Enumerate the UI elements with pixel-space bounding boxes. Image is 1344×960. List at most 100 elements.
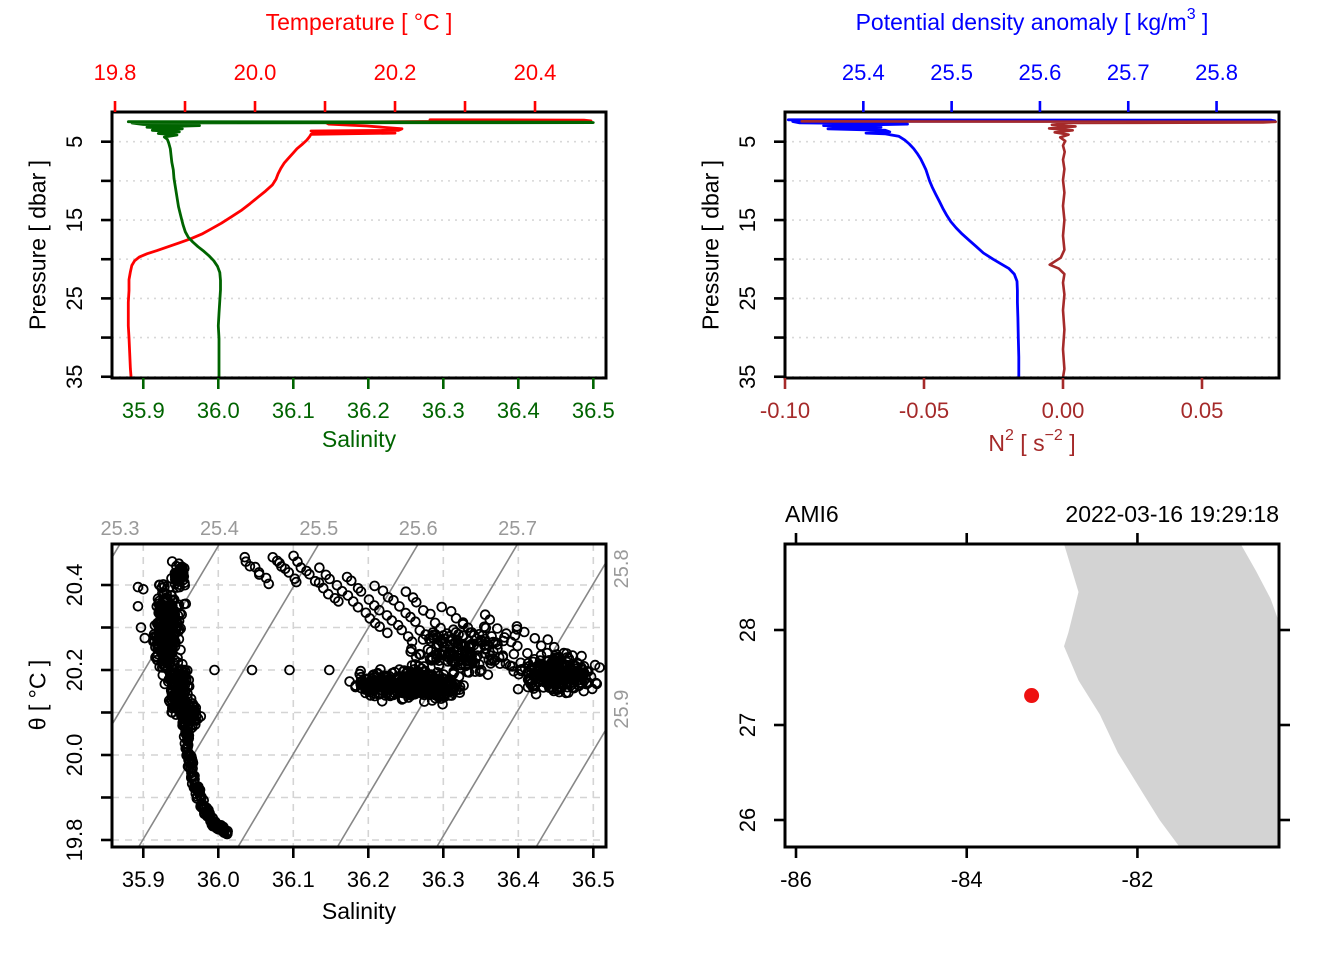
scatter-point [433,660,445,671]
panel-ctd_profiles_temperature_salinity: 19.8 20.0 20.2 20.4 35.9 36.0 36.1 36.2 36.3 36.4… [62,60,615,423]
scatter-point [515,657,526,669]
scatter-point [203,810,215,822]
scatter-point [576,664,588,676]
scatter-point [432,674,444,685]
tick-label: 27 [735,713,760,737]
scatter-point [549,652,561,664]
scatter-point [512,640,523,652]
scatter-point [331,579,343,591]
scatter-point [186,772,197,784]
scatter-point [290,576,302,588]
scatter-point [171,683,182,694]
scatter-point [518,626,530,638]
scatter-point [585,671,597,683]
salinity-axis-title-profile: Salinity [321,426,397,452]
tick-label: 25 [735,286,760,310]
n2-axis-title-sup1: 2 [1005,427,1014,445]
scatter-point [188,770,199,782]
scatter-point [562,687,574,698]
scatter-point [177,717,189,729]
salinity-axis-title-ts: Salinity [321,898,397,924]
scatter-point [132,600,144,612]
tick-label: 36.3 [422,867,465,892]
scatter-point [203,807,215,818]
scatter-point [435,685,446,697]
scatter-point [556,659,568,671]
n2-axis-title-end: ] [1062,430,1076,456]
scatter-point [168,664,180,676]
scatter-point [448,680,459,692]
scatter-point [394,601,405,612]
scatter-point [589,659,601,671]
pressure-axis-title-right: Pressure [ dbar ] [697,159,724,331]
salinity-profile-line [126,120,595,378]
tick-label: 36.4 [497,867,540,892]
tick-label: 19.8 [62,819,87,862]
potential-density-anomaly-profile-line [786,118,1277,378]
scatter-point [165,625,176,637]
pressure-axis-title-left: Pressure [ dbar ] [24,159,51,331]
tick-label: -0.10 [760,398,810,423]
tick-label: 35 [735,365,760,389]
scatter-point [260,572,272,584]
tick-label: 20.4 [514,60,557,85]
scatter-point [435,622,446,634]
isopycnal-line [112,544,221,727]
scatter-point [323,664,335,676]
scatter-point [394,664,405,675]
scatter-point [487,646,499,657]
n2-axis-title-sup2: −2 [1044,427,1063,445]
scatter-point [158,579,169,590]
tick-label: 25.8 [611,549,633,588]
scatter-point [180,598,192,610]
tick-label: 25 [62,286,87,310]
plot-box [110,110,608,380]
plot-box [783,110,1281,380]
scatter-point [161,592,172,603]
map-station-title: AMI6 [785,501,839,527]
scatter-point [135,622,147,633]
scatter-point [436,601,448,613]
n2-axis-title: N2 [ s−2 ] [785,428,1279,456]
density-axis-title-text: Potential density anomaly [ kg/m [855,9,1187,35]
scatter-point [522,674,534,685]
tick-label: 20.4 [62,564,87,607]
scatter-point [368,672,380,683]
scatter-point [361,673,373,685]
tick-label: -0.05 [899,398,949,423]
scatter-point [382,591,394,603]
density-axis-title: Potential density anomaly [ kg/m3 ] [785,7,1279,35]
scatter-point [185,750,197,762]
tick-label: 35.9 [122,867,165,892]
scatter-point [132,581,144,593]
scatter-point [535,640,547,652]
scatter-point [400,586,412,597]
scatter-point [170,636,181,648]
scatter-point [177,713,189,725]
scatter-point [522,647,533,659]
scatter-point [246,664,258,676]
tick-label: 0.05 [1181,398,1224,423]
scatter-point [153,618,164,629]
scatter-point [374,688,386,699]
theta-axis-title: θ [ °C ] [24,659,51,731]
scatter-point [179,669,191,681]
tick-label: 35.9 [122,398,165,423]
scatter-point [153,598,164,610]
tick-label: 36.1 [272,867,315,892]
scatter-point [425,608,436,620]
tick-label: 19.8 [94,60,137,85]
scatter-point [512,683,524,695]
scatter-point [591,678,603,690]
scatter-point [468,629,480,641]
coastline-land [1064,544,1279,847]
scatter-point [406,636,418,647]
tick-label: 25.7 [1107,60,1150,85]
tick-label: -86 [780,867,812,892]
scatter-point [491,623,503,634]
scatter-point [431,653,442,665]
scatter-point [402,677,414,688]
n2-axis-title-n: N [988,430,1005,456]
